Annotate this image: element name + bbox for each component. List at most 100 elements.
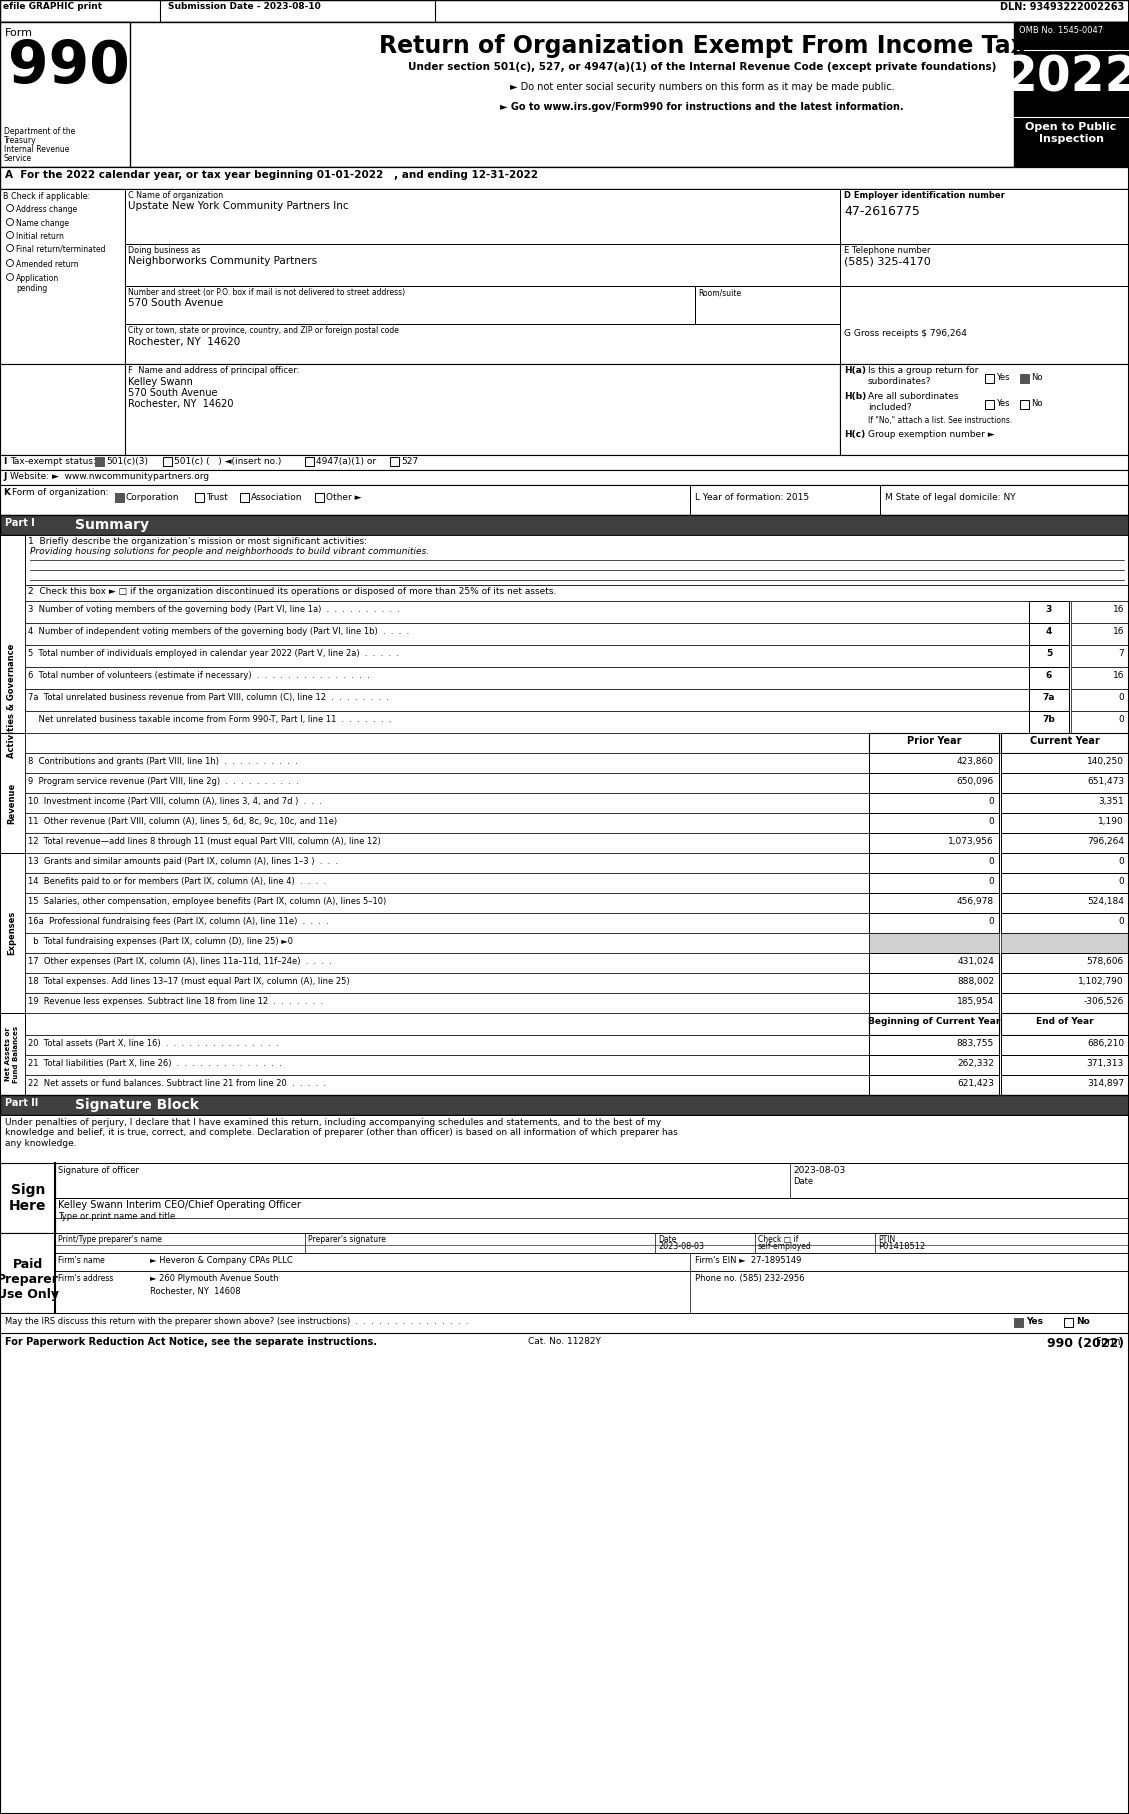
Bar: [0, 1163, 1129, 1234]
Text: Firm's address: Firm's address: [58, 1273, 113, 1282]
Text: May the IRS discuss this return with the preparer shown above? (see instructions: May the IRS discuss this return with the…: [5, 1317, 469, 1326]
Bar: [1071, 668, 1129, 689]
Bar: [25, 952, 869, 972]
Text: 883,755: 883,755: [956, 1039, 994, 1048]
Bar: [869, 1012, 999, 1036]
Bar: [0, 535, 25, 867]
Text: 7a  Total unrelated business revenue from Part VIII, column (C), line 12  .  .  : 7a Total unrelated business revenue from…: [28, 693, 390, 702]
Text: 0: 0: [988, 918, 994, 925]
Text: Prior Year: Prior Year: [907, 736, 961, 746]
Bar: [55, 1234, 1129, 1253]
Text: Print/Type preparer's name: Print/Type preparer's name: [58, 1235, 161, 1244]
Bar: [1001, 992, 1129, 1012]
Bar: [0, 484, 1129, 515]
Text: 16: 16: [1112, 671, 1124, 680]
Bar: [1001, 1012, 1129, 1036]
Text: 1,073,956: 1,073,956: [948, 836, 994, 845]
Text: Rochester, NY  14620: Rochester, NY 14620: [128, 399, 234, 408]
Bar: [869, 892, 999, 912]
Bar: [0, 365, 1129, 455]
Text: 9  Program service revenue (Part VIII, line 2g)  .  .  .  .  .  .  .  .  .  .: 9 Program service revenue (Part VIII, li…: [28, 776, 299, 785]
Text: Yes: Yes: [996, 374, 1009, 383]
Text: Yes: Yes: [996, 399, 1009, 408]
Text: 431,024: 431,024: [957, 958, 994, 967]
Bar: [0, 189, 125, 365]
Text: B Check if applicable:: B Check if applicable:: [3, 192, 90, 201]
Bar: [240, 493, 250, 502]
Text: 2  Check this box ► □ if the organization discontinued its operations or dispose: 2 Check this box ► □ if the organization…: [28, 588, 557, 597]
Text: 4947(a)(1) or: 4947(a)(1) or: [316, 457, 376, 466]
Bar: [25, 689, 1029, 711]
Text: 570 South Avenue: 570 South Avenue: [128, 388, 218, 397]
Bar: [0, 0, 1129, 22]
Bar: [1001, 753, 1129, 773]
Bar: [25, 912, 869, 932]
Text: M State of legal domicile: NY: M State of legal domicile: NY: [885, 493, 1016, 502]
Text: Name change: Name change: [16, 219, 69, 229]
Text: Form: Form: [1096, 1337, 1124, 1348]
Bar: [1019, 374, 1029, 383]
Bar: [0, 189, 1129, 365]
Bar: [869, 1036, 999, 1056]
Text: 2022: 2022: [1004, 53, 1129, 102]
Text: 0: 0: [988, 816, 994, 825]
Bar: [840, 365, 1129, 455]
Text: 621,423: 621,423: [957, 1079, 994, 1088]
Text: 371,313: 371,313: [1087, 1059, 1124, 1068]
Bar: [125, 189, 840, 245]
Bar: [984, 401, 994, 408]
Bar: [25, 1056, 869, 1076]
Bar: [984, 374, 994, 383]
Text: Under penalties of perjury, I declare that I have examined this return, includin: Under penalties of perjury, I declare th…: [5, 1117, 677, 1148]
Text: ► Heveron & Company CPAs PLLC: ► Heveron & Company CPAs PLLC: [150, 1255, 292, 1264]
Text: 16: 16: [1112, 606, 1124, 613]
Bar: [25, 646, 1029, 668]
Bar: [869, 932, 999, 952]
Text: Final return/terminated: Final return/terminated: [16, 245, 105, 254]
Bar: [0, 1234, 1129, 1313]
Text: G Gross receipts $ 796,264: G Gross receipts $ 796,264: [844, 328, 966, 337]
Text: D Employer identification number: D Employer identification number: [844, 190, 1005, 200]
Text: 0: 0: [1118, 876, 1124, 885]
Bar: [25, 813, 869, 833]
Text: Beginning of Current Year: Beginning of Current Year: [868, 1018, 1000, 1027]
Bar: [869, 1076, 999, 1096]
Bar: [1001, 1056, 1129, 1076]
Text: 1,190: 1,190: [1099, 816, 1124, 825]
Text: Other ►: Other ►: [326, 493, 361, 502]
Bar: [0, 1313, 1129, 1333]
Text: ► Do not enter social security numbers on this form as it may be made public.: ► Do not enter social security numbers o…: [509, 82, 894, 93]
Bar: [1029, 668, 1069, 689]
Text: 0: 0: [1118, 856, 1124, 865]
Text: 0: 0: [988, 796, 994, 805]
Text: Number and street (or P.O. box if mail is not delivered to street address): Number and street (or P.O. box if mail i…: [128, 288, 405, 297]
Text: 990 (2022): 990 (2022): [1047, 1337, 1124, 1350]
Bar: [0, 22, 1129, 167]
Bar: [305, 457, 314, 466]
Text: Signature Block: Signature Block: [75, 1097, 199, 1112]
Bar: [1001, 853, 1129, 873]
Bar: [1001, 773, 1129, 793]
Text: 6  Total number of volunteers (estimate if necessary)  .  .  .  .  .  .  .  .  .: 6 Total number of volunteers (estimate i…: [28, 671, 370, 680]
Bar: [1029, 689, 1069, 711]
Bar: [25, 584, 1129, 600]
Bar: [25, 733, 1029, 753]
Bar: [0, 1333, 1129, 1814]
Text: 686,210: 686,210: [1087, 1039, 1124, 1048]
Text: 527: 527: [401, 457, 418, 466]
Text: 5: 5: [1045, 649, 1052, 658]
Bar: [1001, 733, 1129, 753]
Text: If "No," attach a list. See instructions.: If "No," attach a list. See instructions…: [868, 415, 1013, 424]
Bar: [125, 287, 695, 325]
Bar: [125, 245, 840, 287]
Bar: [25, 873, 869, 892]
Text: 16a  Professional fundraising fees (Part IX, column (A), line 11e)  .  .  .  .: 16a Professional fundraising fees (Part …: [28, 918, 329, 925]
Bar: [125, 365, 840, 455]
Text: Under section 501(c), 527, or 4947(a)(1) of the Internal Revenue Code (except pr: Under section 501(c), 527, or 4947(a)(1)…: [408, 62, 996, 73]
Text: Cat. No. 11282Y: Cat. No. 11282Y: [527, 1337, 601, 1346]
Bar: [1029, 711, 1069, 733]
Text: Corporation: Corporation: [126, 493, 180, 502]
Bar: [115, 493, 124, 502]
Text: Revenue: Revenue: [8, 782, 17, 824]
Bar: [1001, 932, 1129, 952]
